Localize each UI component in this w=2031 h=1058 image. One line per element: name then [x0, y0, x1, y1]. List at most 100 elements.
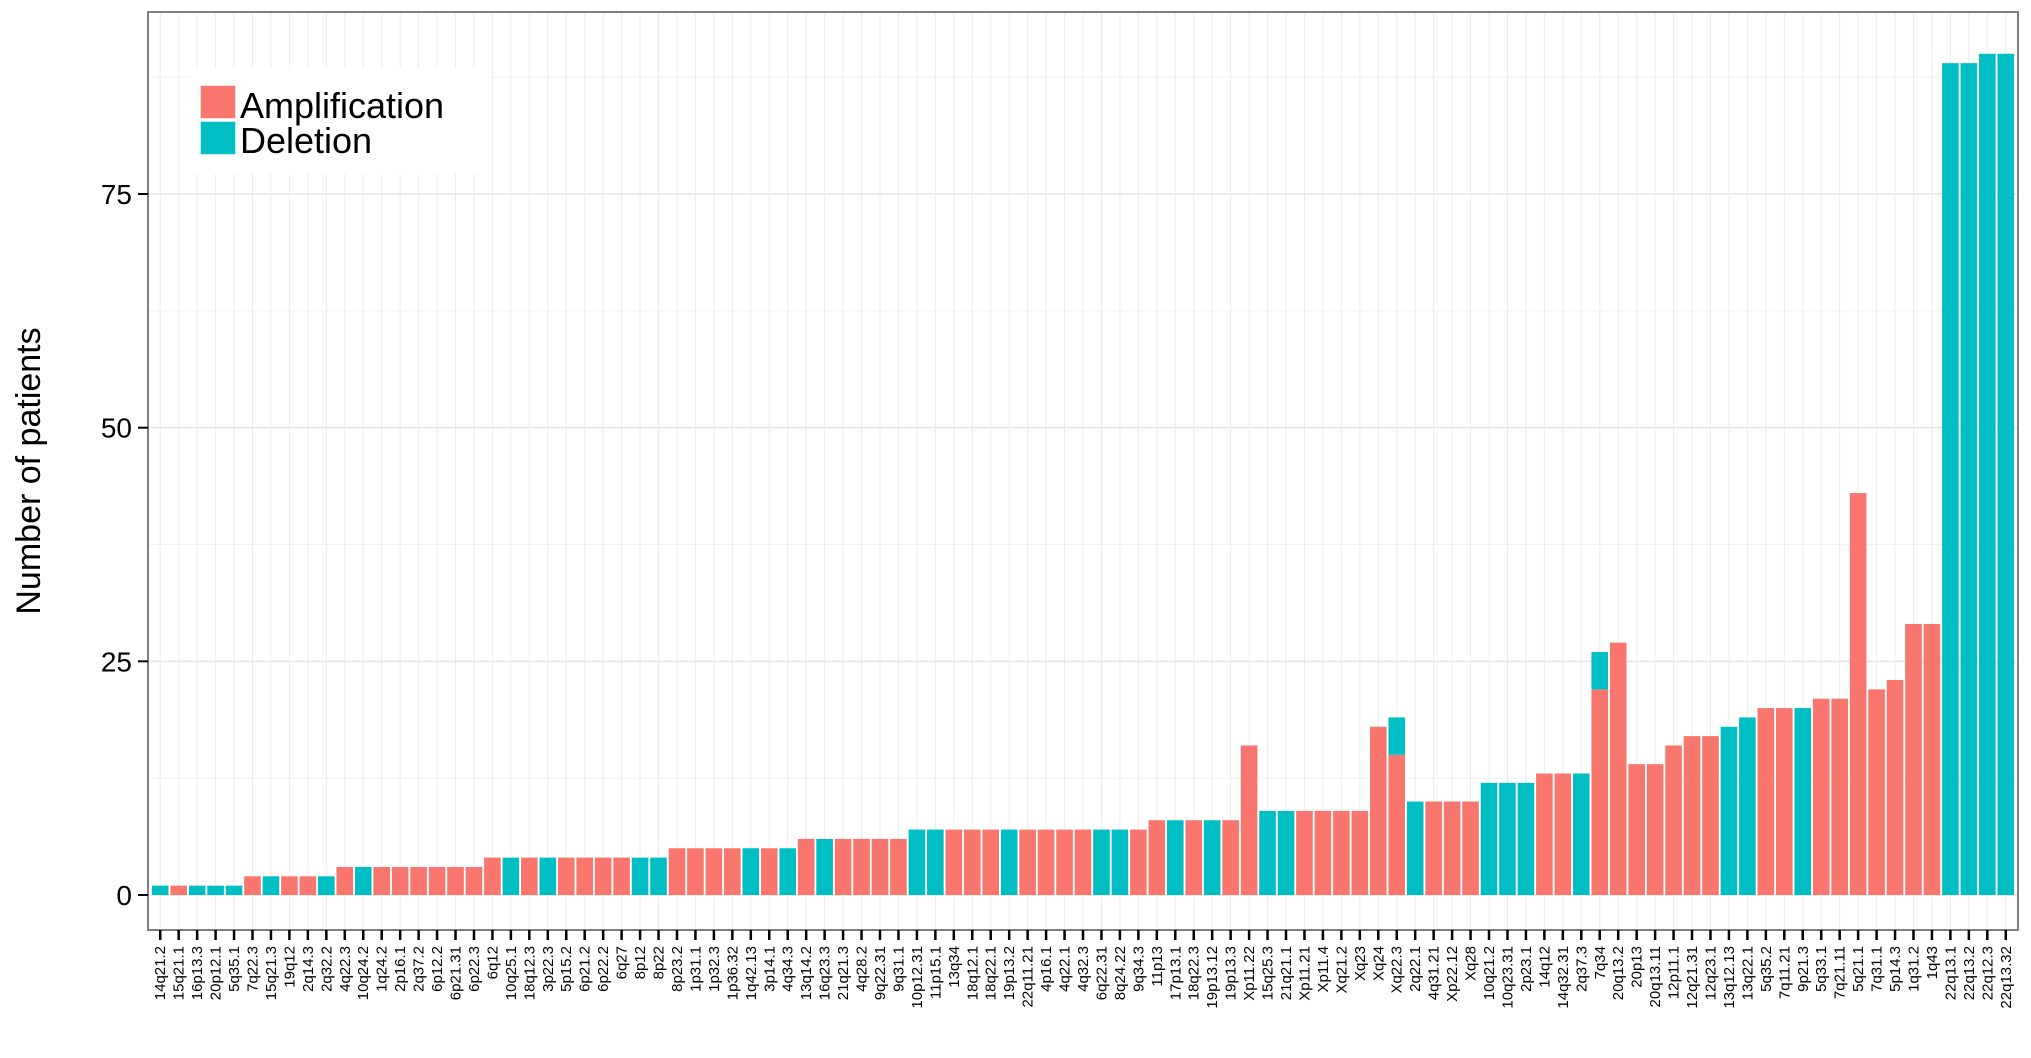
bar-deletion-2q32.2: [318, 876, 335, 895]
bar-amplification-1p31.1: [687, 848, 704, 895]
bar-deletion-Xq22.3: [1388, 717, 1406, 755]
bar-amplification-19q12: [281, 876, 298, 895]
x-tick-label: 5p15.2: [558, 946, 575, 992]
x-tick-label: 7q21.11: [1832, 946, 1849, 999]
bar-amplification-9q22.31: [871, 838, 889, 895]
x-tick-label: 5q35.2: [1758, 946, 1775, 992]
x-tick-label: 4q22.3: [337, 946, 354, 992]
bar-amplification-4q22.3: [336, 866, 354, 895]
bar-amplification-5q21.1: [1849, 493, 1867, 895]
bar-amplification-12q21.31: [1683, 736, 1701, 895]
bar-deletion-13q22.1: [1739, 717, 1756, 895]
x-tick-label: 10q23.31: [1499, 946, 1516, 1009]
bar-deletion-22q12.3: [1979, 53, 1996, 896]
x-tick-label: 13q12.13: [1721, 946, 1738, 1009]
bar-deletion-20p12.1: [207, 885, 224, 895]
x-tick-label: Xq21.2: [1333, 946, 1350, 994]
bar-amplification-5q35.2: [1757, 708, 1775, 895]
bar-amplification-4q22.1: [1056, 829, 1073, 895]
x-tick-label: 5q21.1: [1850, 946, 1867, 992]
bar-deletion-8p22: [650, 857, 667, 895]
bar-amplification-Xq22.3: [1388, 754, 1406, 895]
y-axis-label: Number of patients: [10, 327, 48, 614]
x-tick-label: 4q34.3: [780, 946, 797, 992]
bar-amplification-20q13.2: [1609, 642, 1627, 895]
x-tick-label: 9q31.1: [890, 946, 907, 992]
bar-deletion-14q21.2: [151, 885, 169, 895]
legend-label-amplification: Amplification: [240, 85, 444, 126]
x-tick-label: 4p16.1: [1038, 946, 1055, 992]
bar-amplification-20q13.11: [1646, 764, 1664, 895]
bar-deletion-22q13.32: [1997, 53, 2015, 896]
x-tick-label: 18q12.1: [964, 946, 981, 1000]
x-tick-label: 21q21.3: [835, 946, 852, 1000]
x-axis: 14q21.2 15q21.1 16p13.3 20p12.1 5q35.1 7q22.3…: [152, 930, 2015, 1009]
bar-amplification-Xp11.4: [1314, 810, 1332, 895]
x-tick-label: 19p13.2: [1001, 946, 1018, 1000]
bar-deletion-2q22.1: [1406, 801, 1424, 895]
x-tick-label: 22q11.21: [1020, 946, 1037, 1007]
bar-amplification-4p16.1: [1037, 829, 1055, 895]
x-tick-label: 8q24.22: [1112, 946, 1129, 1000]
x-tick-label: 11p13: [1149, 946, 1166, 987]
x-tick-label: 10q25.1: [503, 946, 520, 1000]
bar-amplification-4q32.3: [1074, 829, 1092, 895]
x-tick-label: 5q33.1: [1813, 946, 1830, 992]
bar-amplification-1q31.2: [1905, 623, 1922, 895]
bar-deletion-10q23.31: [1499, 782, 1516, 895]
bars: [151, 53, 2015, 896]
bar-amplification-3p14.1: [760, 848, 778, 895]
bar-deletion-6q22.31: [1093, 829, 1110, 895]
bar-deletion-5q35.1: [225, 885, 243, 895]
x-tick-label: 6p22.3: [466, 946, 483, 992]
bar-deletion-21q21.1: [1277, 810, 1295, 895]
bar-deletion-11p15.1: [927, 829, 944, 895]
x-tick-label: 1q24.2: [374, 946, 391, 992]
x-tick-label: 20q13.2: [1610, 946, 1627, 1000]
x-tick-label: 1q31.2: [1905, 946, 1922, 992]
x-tick-label: 6p21.2: [577, 946, 594, 992]
legend: Amplification Deletion: [190, 68, 490, 174]
bar-amplification-6q27: [613, 857, 630, 895]
x-tick-label: 5q35.1: [226, 946, 243, 992]
bar-amplification-13q34: [945, 829, 963, 895]
x-tick-label: 1q43: [1924, 946, 1941, 979]
bar-deletion-10q25.1: [502, 857, 520, 895]
y-tick-label: 0: [116, 880, 132, 911]
bar-deletion-19p13.2: [1000, 829, 1018, 895]
bar-amplification-9q31.1: [890, 838, 907, 895]
bar-amplification-7q21.11: [1831, 698, 1848, 895]
x-tick-label: 17p13.1: [1167, 946, 1184, 1000]
bar-amplification-18q12.3: [521, 857, 538, 895]
x-tick-label: 12p11.1: [1666, 946, 1683, 999]
bar-deletion-8p12: [631, 857, 649, 895]
bar-amplification-1q24.2: [373, 866, 390, 895]
bar-deletion-10q21.2: [1480, 782, 1498, 895]
x-tick-label: 2q22.1: [1407, 946, 1424, 992]
bar-amplification-14q12: [1536, 773, 1553, 895]
x-tick-label: 8p23.2: [669, 946, 686, 992]
bar-amplification-4q31.21: [1425, 801, 1442, 895]
x-tick-label: 12q23.1: [1702, 946, 1719, 1000]
bar-amplification-1p32.3: [705, 848, 723, 895]
bar-amplification-Xq23: [1351, 810, 1369, 895]
x-tick-label: 22q13.1: [1942, 946, 1959, 1000]
y-tick-label: 25: [101, 646, 132, 677]
x-tick-label: Xq28: [1463, 946, 1480, 981]
y-axis: 0 25 50 75: [101, 179, 148, 911]
x-tick-label: 3p22.3: [540, 946, 557, 992]
bar-amplification-Xq21.2: [1333, 810, 1350, 895]
x-tick-label: 4q28.2: [854, 946, 871, 992]
x-tick-label: 1p36.32: [724, 946, 741, 1000]
bar-amplification-Xp11.22: [1240, 745, 1258, 895]
bar-amplification-2q37.2: [410, 866, 427, 895]
bar-amplification-12p11.1: [1665, 745, 1682, 895]
x-tick-label: 13q34: [946, 946, 963, 988]
bar-deletion-15q25.3: [1259, 810, 1276, 895]
x-tick-label: 2q32.2: [318, 946, 335, 992]
bar-amplification-20p13: [1628, 764, 1645, 895]
x-tick-label: 2p23.1: [1518, 946, 1535, 992]
x-tick-label: 22q12.3: [1979, 946, 1996, 1000]
x-tick-label: 2q37.2: [411, 946, 428, 992]
bar-amplification-12q23.1: [1702, 736, 1719, 895]
